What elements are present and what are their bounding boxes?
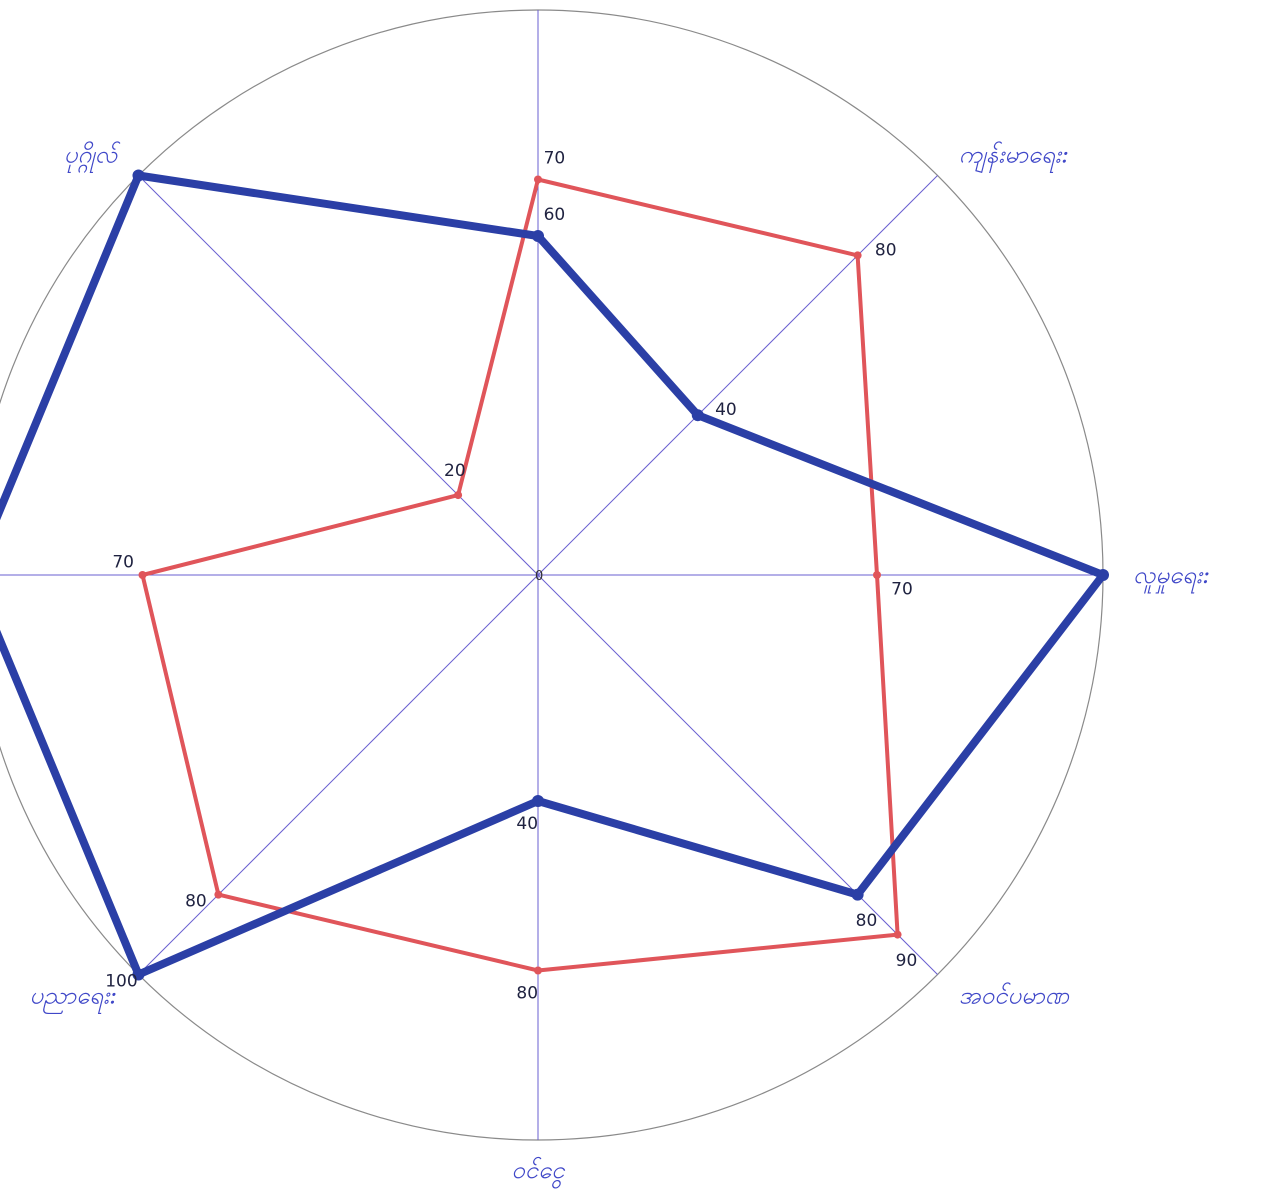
axis-label: ဝင်ငွေ — [511, 1156, 565, 1189]
axis-label: လူမှုရေး: — [1133, 561, 1210, 594]
data-point — [132, 169, 145, 182]
data-label: 70 — [891, 580, 913, 600]
data-label: 80 — [516, 984, 538, 1004]
axis-label: ပုဂ္ဂိုလ် — [64, 140, 121, 173]
center-label: 0 — [535, 569, 543, 584]
data-label: 90 — [896, 951, 918, 971]
data-label: 80 — [856, 911, 878, 931]
data-label: 70 — [112, 552, 134, 572]
data-point — [534, 175, 542, 184]
data-point — [534, 966, 542, 975]
radar-series — [0, 169, 1109, 981]
data-point — [851, 888, 864, 901]
axis-line — [138, 175, 938, 975]
data-label: 80 — [875, 240, 897, 260]
data-label: 60 — [544, 205, 566, 225]
data-point — [691, 409, 704, 422]
data-label: 70 — [544, 148, 566, 168]
axis-label: အဝင်ပမာဏ — [959, 982, 1070, 1010]
data-point — [532, 230, 544, 242]
data-point — [873, 571, 881, 579]
data-point — [132, 968, 145, 981]
data-point — [532, 795, 544, 807]
data-point — [1097, 569, 1109, 581]
axis-label: ကျန်းမာရေး: — [959, 140, 1069, 173]
data-point — [893, 930, 902, 939]
radar-labels: 0708070908080702060408040100မူဝါဒရေး:ကျန… — [30, 140, 1211, 1189]
data-label: 40 — [516, 814, 538, 834]
data-label: 40 — [715, 400, 737, 420]
data-label: 100 — [105, 972, 137, 992]
data-point — [214, 890, 223, 899]
axis-label: ပညာရေး: — [30, 982, 118, 1015]
data-label: 80 — [185, 892, 207, 912]
data-point — [454, 491, 463, 500]
data-label: 20 — [444, 461, 466, 481]
data-point — [853, 251, 862, 260]
data-point — [138, 571, 147, 579]
